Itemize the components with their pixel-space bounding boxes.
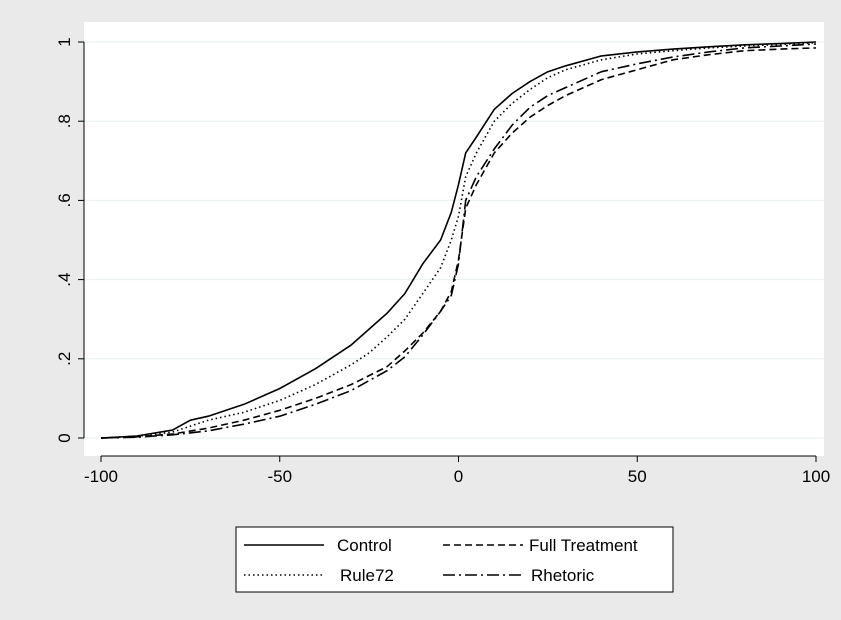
legend-label-control: Control: [337, 536, 392, 555]
x-tick-label-3: 50: [628, 467, 647, 486]
y-tick-label-5: 1: [55, 37, 74, 46]
x-tick-label-4: 100: [802, 467, 830, 486]
plot-area: [84, 22, 824, 456]
series-line-rule72: [100, 42, 817, 439]
y-tick-label-1: .2: [55, 352, 74, 366]
y-tick-label-3: .6: [55, 193, 74, 207]
legend: Control Full Treatment Rule72 Rhetoric: [235, 526, 674, 593]
y-tick-label-4: .8: [55, 114, 74, 128]
legend-box: [235, 526, 674, 593]
x-tick-label-1: -50: [267, 467, 292, 486]
legend-label-rule72: Rule72: [340, 566, 394, 585]
series-line-rhetoric: [100, 43, 817, 439]
axis-layer: 0 .2 .4 .6 .8 1 -100 -50 0 50 100: [55, 37, 830, 486]
legend-label-full-treatment: Full Treatment: [529, 536, 638, 555]
series-line-full-treatment: [100, 47, 817, 439]
y-tick-label-0: 0: [55, 433, 74, 442]
legend-label-rhetoric: Rhetoric: [531, 566, 595, 585]
series-layer: [100, 41, 817, 439]
x-tick-label-0: -100: [84, 467, 118, 486]
x-tick-label-2: 0: [454, 467, 463, 486]
series-line-control: [100, 41, 817, 439]
y-tick-label-2: .4: [55, 273, 74, 287]
